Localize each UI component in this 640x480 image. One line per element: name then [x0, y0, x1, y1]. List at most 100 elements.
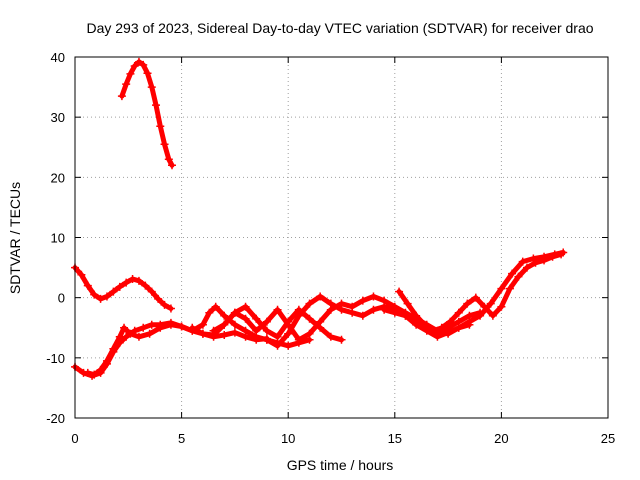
data-point [198, 320, 207, 329]
data-point [420, 320, 429, 329]
data-point [273, 341, 282, 350]
data-point [429, 326, 438, 335]
series-arc-early [71, 263, 175, 313]
data-point [497, 284, 506, 293]
data-point [262, 326, 271, 335]
y-tick-label: 0 [58, 291, 65, 306]
data-point [102, 292, 111, 301]
data-point [488, 311, 497, 320]
data-point [139, 60, 148, 69]
data-point [294, 335, 303, 344]
y-tick-label: 30 [51, 110, 65, 125]
data-point [252, 326, 261, 335]
data-point [454, 308, 463, 317]
data-point [531, 258, 540, 267]
data-point [437, 323, 446, 332]
data-point [540, 256, 549, 265]
y-tick-label: -20 [46, 411, 65, 426]
data-point [486, 299, 495, 308]
data-point [480, 302, 489, 311]
data-point [156, 323, 165, 332]
data-point [143, 69, 152, 78]
y-tick-label: 20 [51, 170, 65, 185]
data-point [134, 57, 143, 66]
data-point [141, 281, 150, 290]
data-point [130, 62, 139, 71]
data-point [522, 263, 531, 272]
data-point [284, 329, 293, 338]
data-point [122, 278, 131, 287]
series-line [119, 59, 175, 168]
data-point [168, 161, 177, 170]
data-point [139, 323, 148, 332]
data-point [128, 275, 137, 284]
data-point [316, 292, 325, 301]
data-point [154, 294, 163, 303]
data-point [145, 329, 154, 338]
y-axis-label: SDTVAR / TECUs [7, 182, 23, 294]
y-tick-label: -10 [46, 351, 65, 366]
data-point [220, 320, 229, 329]
data-point [230, 328, 239, 337]
data-point [134, 276, 143, 285]
data-point [463, 299, 472, 308]
data-point [444, 329, 453, 338]
x-tick-label: 5 [178, 431, 185, 446]
x-tick-label: 15 [388, 431, 402, 446]
data-point [454, 323, 463, 332]
x-tick-label: 10 [281, 431, 295, 446]
data-point [401, 311, 410, 320]
data-point [90, 370, 99, 379]
series-line [264, 294, 472, 349]
y-tick-label: 40 [51, 50, 65, 65]
data-point [305, 329, 314, 338]
data-point [497, 302, 506, 311]
data-point [557, 250, 566, 259]
data-point [83, 281, 92, 290]
data-point [241, 302, 250, 311]
data-point [211, 302, 220, 311]
data-point [337, 335, 346, 344]
data-point [548, 252, 557, 261]
data-point [369, 292, 378, 301]
series-line [396, 251, 564, 334]
data-point [198, 329, 207, 338]
y-tick-label: 10 [51, 231, 65, 246]
data-point [152, 101, 161, 110]
data-point [90, 290, 99, 299]
data-point [326, 299, 335, 308]
data-point [284, 341, 293, 350]
data-series [71, 57, 568, 380]
data-point [166, 304, 175, 313]
data-point [446, 317, 455, 326]
data-point [241, 314, 250, 323]
x-tick-label: 0 [71, 431, 78, 446]
data-point [147, 83, 156, 92]
data-point [316, 317, 325, 326]
data-point [412, 311, 421, 320]
grid [75, 57, 608, 418]
data-point [390, 308, 399, 317]
data-point [305, 314, 314, 323]
data-point [109, 344, 118, 353]
data-point [96, 294, 105, 303]
data-point [96, 365, 105, 374]
data-point [115, 282, 124, 291]
data-point [177, 322, 186, 331]
data-point [164, 155, 173, 164]
data-point [518, 257, 527, 266]
data-point [117, 92, 126, 101]
data-point [326, 332, 335, 341]
data-point [83, 368, 92, 377]
data-point [262, 317, 271, 326]
data-point [337, 305, 346, 314]
x-axis-label: GPS time / hours [287, 457, 394, 473]
data-point [102, 356, 111, 365]
chart-title: Day 293 of 2023, Sidereal Day-to-day VTE… [86, 20, 593, 36]
data-point [358, 311, 367, 320]
data-point [241, 326, 250, 335]
axis-ticks: 0 5 10 15 20 25 -20 -10 0 10 20 30 40 [46, 50, 615, 446]
data-point [476, 311, 485, 320]
data-point [188, 323, 197, 332]
